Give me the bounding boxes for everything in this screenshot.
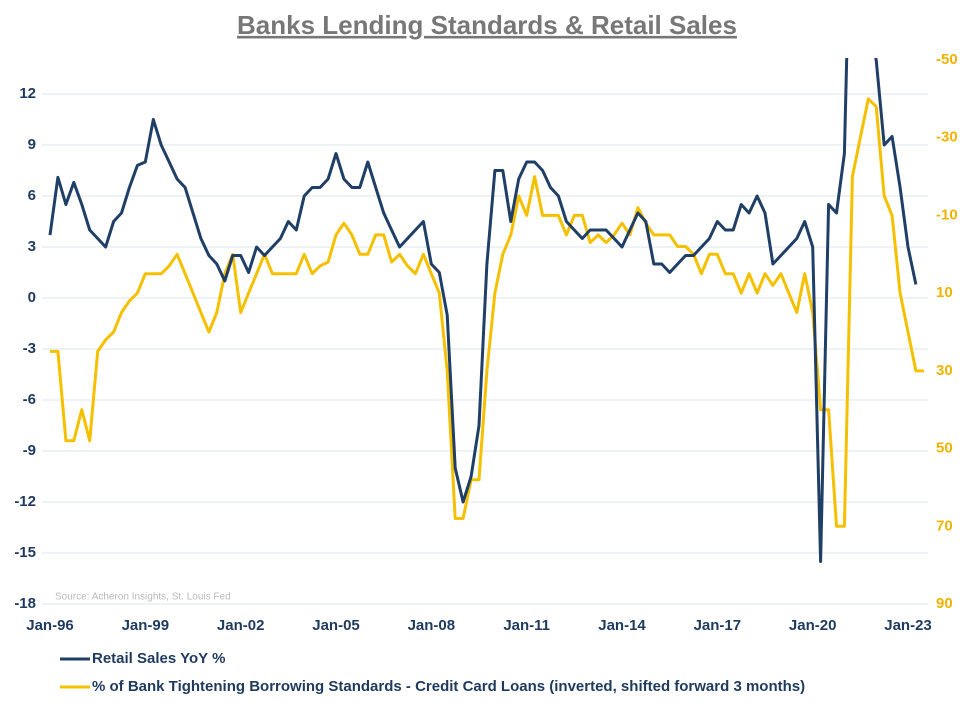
y-tick-label: -18 (14, 595, 36, 612)
y-tick-label: 3 (28, 238, 36, 255)
chart-title: Banks Lending Standards & Retail Sales (237, 10, 737, 40)
y-tick-label: -9 (23, 442, 36, 459)
y-tick-label: -12 (14, 493, 36, 510)
x-tick-label: Jan-05 (312, 617, 360, 634)
x-tick-label: Jan-08 (408, 617, 456, 634)
y-tick-label: -6 (23, 391, 36, 408)
x-tick-label: Jan-14 (598, 617, 646, 634)
y2-tick-label: 70 (936, 517, 953, 534)
y2-tick-label: -30 (936, 129, 958, 146)
x-tick-label: Jan-96 (26, 617, 74, 634)
y2-tick-label: 30 (936, 362, 953, 379)
y-tick-label: 6 (28, 187, 36, 204)
y2-tick-label: 10 (936, 284, 953, 301)
x-tick-label: Jan-20 (789, 617, 837, 634)
source-note: Source: Acheron Insights, St. Louis Fed (55, 592, 231, 603)
x-tick-label: Jan-23 (884, 617, 932, 634)
y2-tick-label: -50 (936, 51, 958, 68)
y-tick-label: -3 (23, 340, 36, 357)
y-tick-label: 9 (28, 136, 36, 153)
x-tick-label: Jan-11 (503, 617, 550, 634)
y2-tick-label: 50 (936, 440, 953, 457)
legend-label: % of Bank Tightening Borrowing Standards… (92, 678, 805, 695)
series-line (48, 58, 918, 563)
y-tick-label: 0 (28, 289, 36, 306)
y-tick-label: -15 (14, 544, 36, 561)
y-tick-label: 12 (19, 85, 36, 102)
x-tick-label: Jan-02 (217, 617, 265, 634)
series-line (50, 97, 924, 528)
legend-label: Retail Sales YoY % (92, 650, 225, 667)
y2-tick-label: -10 (936, 206, 958, 223)
x-tick-label: Jan-17 (694, 617, 742, 634)
y2-tick-label: 90 (936, 595, 953, 612)
x-tick-label: Jan-99 (122, 617, 170, 634)
